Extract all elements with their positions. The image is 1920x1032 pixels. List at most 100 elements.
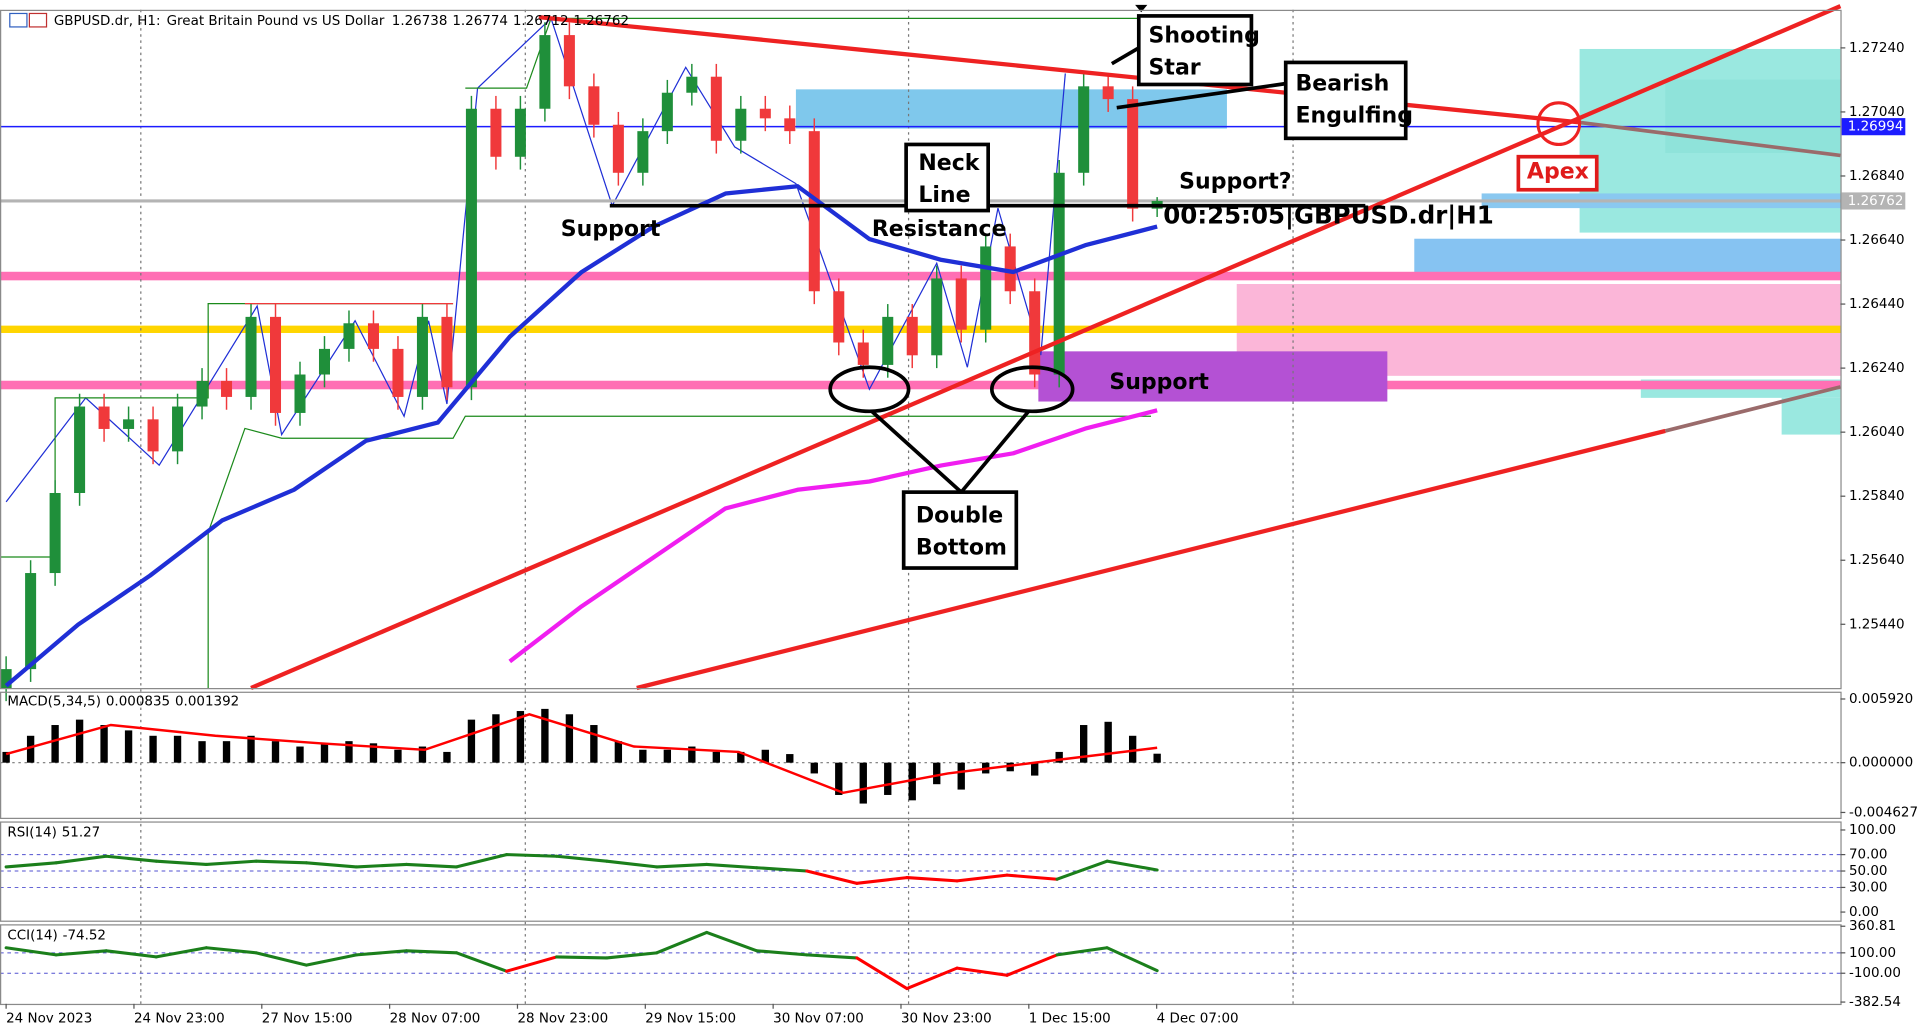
y-tick-label: 0.000000: [1849, 756, 1913, 771]
candle-body: [735, 108, 747, 141]
annotation-box: [1283, 60, 1408, 141]
x-tick-label: 24 Nov 23:00: [134, 1012, 225, 1027]
y-tick-label: -382.54: [1849, 995, 1901, 1010]
y-tick-label: 1.26640: [1849, 233, 1905, 248]
y-tick-label: 1.26040: [1849, 425, 1905, 440]
rsi-line: [1005, 873, 1059, 881]
macd-bar: [26, 735, 35, 763]
annotation-text: Resistance: [872, 217, 1007, 242]
macd-bar: [271, 741, 280, 763]
macd-bar: [443, 751, 451, 763]
macd-value: 0.000835: [106, 694, 170, 709]
rsi-line: [454, 853, 509, 869]
demand-zone: [1038, 351, 1388, 402]
rsi-line: [555, 854, 609, 863]
candle-body: [441, 316, 453, 388]
cci-line: [1005, 953, 1059, 977]
candle-body: [172, 406, 184, 452]
macd-bar: [1031, 762, 1039, 776]
trendline-extension: [1664, 385, 1841, 433]
rsi-line: [605, 859, 659, 869]
macd-bar: [933, 762, 941, 785]
x-tick-label: 27 Nov 15:00: [262, 1012, 353, 1027]
marker: [1135, 4, 1148, 13]
y-tick-label: 0.00: [1849, 905, 1879, 920]
macd-bar: [1153, 753, 1161, 763]
bottom-marker: [828, 365, 911, 414]
y-tick-label: 50.00: [1849, 864, 1888, 879]
macd-bar: [859, 762, 867, 804]
candle-body: [759, 108, 771, 119]
volume-profile: [1414, 238, 1841, 273]
candle-body: [318, 348, 330, 375]
macd-bar: [100, 725, 108, 763]
moving-average: [508, 408, 1158, 664]
macd-bar: [2, 751, 10, 763]
candle-body: [539, 35, 551, 109]
annotation-box: [901, 490, 1019, 570]
candle-body: [710, 76, 722, 141]
candle-body: [490, 108, 502, 157]
cci-line: [1105, 946, 1159, 973]
macd-bar: [565, 714, 574, 763]
moving-average: [4, 184, 1158, 688]
volume-profile: [1781, 397, 1841, 435]
x-tick-label: 1 Dec 15:00: [1029, 1012, 1111, 1027]
macd-bar: [957, 762, 965, 790]
candle-body: [465, 108, 477, 388]
key-level-band: [0, 325, 1841, 333]
macd-signal: [5, 713, 1158, 795]
cci-line: [555, 955, 609, 960]
annotation-text: Apex: [1527, 160, 1589, 185]
candle-body: [980, 246, 992, 330]
candle-body: [514, 108, 526, 157]
macd-bar: [590, 725, 598, 763]
macd-bar: [75, 719, 84, 763]
macd-bar: [296, 746, 304, 763]
candle-body: [367, 323, 379, 349]
annotation-text: Neck: [918, 151, 980, 176]
y-tick-label: 0.005920: [1849, 692, 1913, 707]
rsi-line: [505, 853, 559, 858]
macd-bar: [1006, 762, 1014, 772]
macd-bar: [198, 741, 206, 763]
cci-line: [855, 956, 909, 991]
annotation-box: [1136, 14, 1254, 87]
x-tick-label: 4 Dec 07:00: [1157, 1012, 1239, 1027]
cci-line: [204, 946, 258, 955]
macd-bar: [884, 762, 892, 795]
y-tick-label: 70.00: [1849, 848, 1888, 863]
y-tick-label: 1.25440: [1849, 617, 1905, 632]
rsi-line: [104, 854, 158, 863]
macd-bar: [614, 741, 623, 763]
candle-body: [25, 573, 37, 670]
rsi-line: [905, 876, 959, 883]
macd-bar: [1055, 751, 1063, 763]
zones: [0, 9, 1841, 1004]
cci-line: [54, 949, 108, 957]
candle-body: [392, 348, 404, 397]
y-tick-label: -0.004627: [1849, 805, 1918, 820]
y-tick-label: 1.25640: [1849, 553, 1905, 568]
macd-bar: [149, 735, 157, 763]
cci-line: [4, 946, 58, 957]
pointer: [1110, 44, 1143, 66]
rsi-header: RSI(14) 51.27: [7, 825, 100, 840]
supply-zone: [795, 89, 1227, 129]
y-tick-label: 1.26240: [1849, 361, 1905, 376]
cci-line: [404, 949, 459, 955]
cci-line: [505, 955, 559, 973]
macd-bar: [712, 751, 720, 763]
rsi-line: [1105, 859, 1159, 872]
rsi-line: [655, 862, 709, 869]
candle-body: [808, 131, 820, 292]
rsi-line: [404, 862, 459, 869]
y-tick-label: 1.27240: [1849, 41, 1905, 56]
rsi-line: [204, 859, 258, 866]
main-panel: [0, 9, 1842, 690]
open: 1.26738: [392, 14, 448, 29]
candle-body: [98, 406, 110, 429]
candle-body: [416, 316, 428, 397]
candle-body: [612, 124, 624, 173]
macd-label: MACD(5,34,5): [7, 694, 101, 709]
